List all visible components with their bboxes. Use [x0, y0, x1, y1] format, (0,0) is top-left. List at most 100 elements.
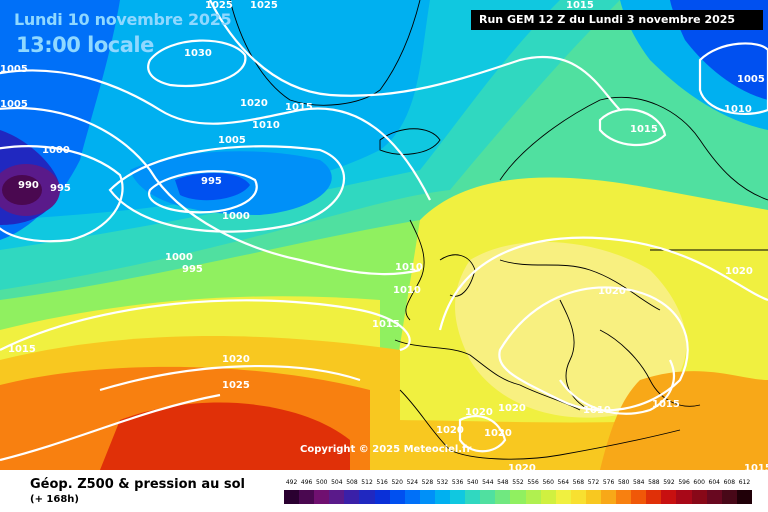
legend-label: 532 [436, 479, 449, 486]
legend-label: 504 [331, 479, 343, 486]
legend-swatch [706, 490, 722, 504]
legend-swatch [646, 490, 662, 504]
legend-swatch [600, 490, 617, 504]
legend-label: 596 [678, 479, 690, 486]
isobar-label: 1000 [222, 211, 250, 222]
isobar-label: 995 [182, 264, 203, 275]
legend-swatch [284, 490, 300, 504]
legend-panel: Géop. Z500 & pression au sol (+ 168h) 49… [0, 470, 768, 512]
isobar-label: 995 [201, 176, 222, 187]
isobar-label: 1020 [240, 98, 268, 109]
z500-band-red [100, 402, 350, 470]
isobar-label: 1025 [205, 0, 233, 11]
legend-label: 604 [708, 479, 720, 486]
isobar-label: 1020 [484, 428, 512, 439]
isobar-label: 1005 [737, 74, 765, 85]
map-canvas: 1025 1025 1030 1020 1015 1010 1005 1000 … [0, 0, 768, 470]
legend-label: 536 [451, 479, 464, 486]
legend-label: 548 [497, 479, 509, 486]
isobar-label: 1020 [598, 286, 626, 297]
isobar-label: 1000 [165, 252, 193, 263]
isobar-labels: 1025 1025 1030 1020 1015 1010 1005 1000 … [0, 0, 768, 470]
isobar-label: 1010 [724, 104, 752, 115]
isobar-label: 1015 [652, 399, 680, 410]
legend-swatch [555, 490, 571, 504]
legend-swatch [329, 490, 345, 504]
legend-swatch [374, 490, 390, 504]
isobar-label: 1005 [218, 135, 246, 146]
isobar-label: 1025 [222, 380, 250, 391]
legend-label: 512 [361, 479, 373, 486]
isobar-label: 1000 [42, 145, 70, 156]
legend-swatch [404, 490, 420, 504]
legend-label: 540 [466, 479, 479, 486]
lead-time: (+ 168h) [30, 494, 79, 505]
legend-label: 516 [376, 479, 388, 486]
legend-swatch [299, 490, 315, 504]
isobar-label: 1020 [508, 463, 536, 470]
legend-swatch [419, 490, 435, 504]
isobar-label: 1015 [285, 102, 313, 113]
legend-label: 572 [587, 479, 600, 486]
forecast-local-time: 13:00 locale [16, 33, 154, 57]
legend-labels: 492 496 500 504 508 512 516 520 524 528 532 536 540 5… [282, 479, 752, 489]
legend-label: 608 [723, 479, 736, 486]
isobar-label: 1005 [0, 99, 28, 110]
chart-title: Géop. Z500 & pression au sol [30, 477, 245, 492]
legend-swatch [344, 490, 360, 504]
copyright-text: Copyright © 2025 Meteociel.fr [300, 444, 472, 455]
legend-label: 592 [663, 479, 675, 486]
isobar-label: 1020 [725, 266, 753, 277]
legend-label: 544 [482, 479, 494, 486]
legend-label: 508 [346, 479, 358, 486]
legend-swatch [510, 490, 526, 504]
isobar-label: 1015 [630, 124, 658, 135]
legend-swatch [495, 490, 511, 504]
low-core-inner [2, 175, 42, 205]
legend-label: 492 [285, 479, 298, 486]
isobar-label: 1020 [222, 354, 250, 365]
legend-label: 560 [542, 479, 554, 486]
isobar-label: 1015 [8, 344, 36, 355]
legend-swatch [631, 490, 647, 504]
z500-band-darkblue [175, 173, 250, 201]
legend-label: 600 [693, 479, 705, 486]
legend-swatch [540, 490, 556, 504]
isobar-label: 1015 [372, 319, 400, 330]
legend-label: 528 [421, 479, 434, 486]
isobar-label: 1010 [393, 285, 421, 296]
legend-swatch [480, 490, 496, 504]
legend-label: 500 [316, 479, 328, 486]
legend-label: 612 [738, 479, 751, 486]
legend-swatch [736, 490, 752, 504]
legend-label: 520 [391, 479, 403, 486]
forecast-date: Lundi 10 novembre 2025 [14, 10, 232, 29]
isobar-label: 1010 [583, 405, 611, 416]
legend-swatch [450, 490, 466, 504]
legend-swatch [314, 490, 330, 504]
legend-label: 564 [557, 479, 570, 486]
legend-swatch [359, 490, 375, 504]
legend-swatch [616, 490, 632, 504]
isobar-label: 1015 [566, 0, 594, 11]
legend-label: 580 [617, 479, 630, 486]
legend-swatch [691, 490, 707, 504]
legend-label: 576 [602, 479, 615, 486]
run-info-banner: Run GEM 12 Z du Lundi 3 novembre 2025 [471, 10, 763, 30]
legend-label: 496 [300, 479, 313, 486]
legend-color-bar [284, 490, 752, 504]
legend-swatch [721, 490, 737, 504]
legend-swatch [570, 490, 586, 504]
coastlines [229, 0, 768, 460]
isobars [0, 0, 768, 462]
legend-label: 588 [648, 479, 660, 486]
isobar-label: 1030 [184, 48, 212, 59]
legend-label: 556 [527, 479, 539, 486]
isobar-label: 1020 [436, 425, 464, 436]
isobar-label: 990 [18, 180, 39, 191]
legend-swatch [465, 490, 481, 504]
legend-swatch [676, 490, 692, 504]
legend-label: 552 [512, 479, 524, 486]
legend-label: 524 [406, 479, 419, 486]
